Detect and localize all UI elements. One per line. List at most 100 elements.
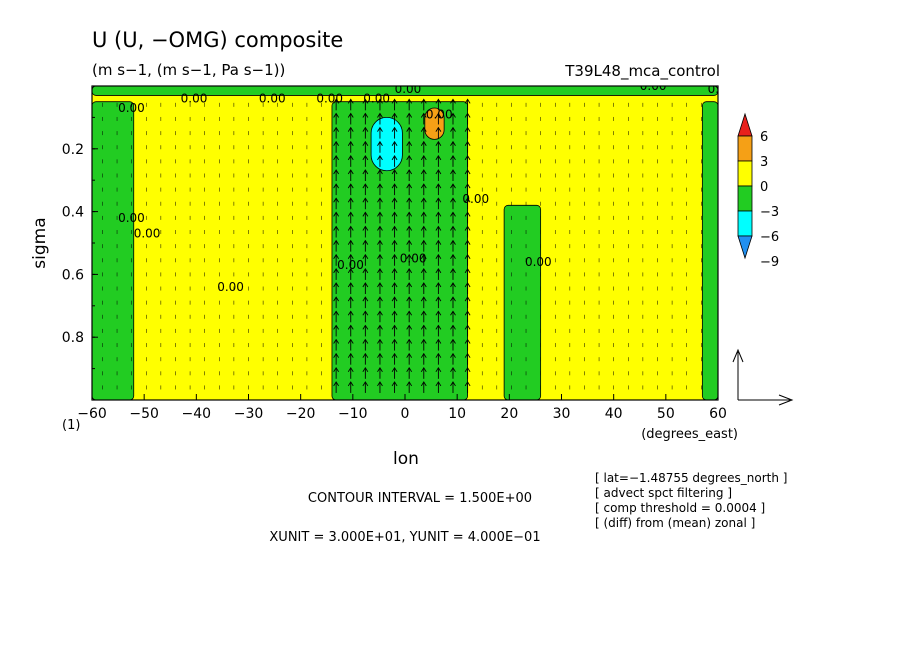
wind-vector-head [362, 324, 369, 330]
x-tick-label: 40 [605, 406, 623, 422]
wind-vector-head [391, 324, 398, 330]
wind-vector-head [406, 169, 413, 175]
wind-vector-head [464, 253, 471, 260]
vector-unit-text: XUNIT = 3.000E+01, YUNIT = 4.000E−01 [269, 530, 540, 545]
wind-vector-head [362, 366, 369, 373]
wind-vector-head [450, 268, 456, 274]
contour-label: 0.00 [134, 227, 161, 241]
wind-vector-head [391, 183, 398, 189]
x-tick-label: −50 [129, 406, 159, 422]
wind-vector-head [435, 310, 442, 316]
wind-vector-head [377, 169, 383, 175]
wind-vector-head [420, 239, 427, 245]
wind-vector-head [347, 352, 354, 358]
wind-vector-head [347, 140, 354, 146]
wind-vector-head [347, 126, 354, 132]
wind-vector-head [435, 296, 442, 302]
contour-labels: 0.00 0.00 0.00 0.00 0.00 0.00 0.00 0.00 0.00 0.00… [118, 79, 735, 294]
contour-label: 0.00 [525, 255, 552, 269]
contour-label: 0.00 [708, 82, 735, 96]
wind-vector-head [464, 310, 471, 316]
x-axis-units: (degrees_east) [641, 427, 738, 442]
wind-vector-head [362, 338, 369, 344]
wind-vector-head [333, 155, 340, 161]
wind-vector-head [464, 169, 471, 175]
wind-vector-head [450, 282, 456, 288]
wind-vector-head [347, 296, 354, 302]
wind-vector-head [347, 268, 354, 274]
wind-vector-head [464, 338, 471, 344]
wind-vector-head [362, 197, 369, 203]
wind-vector-head [420, 211, 427, 217]
wind-vector-head [450, 98, 456, 104]
wind-vector-head [435, 352, 442, 358]
region-negative-far-east-column [701, 101, 718, 400]
wind-vector-head [420, 253, 427, 260]
wind-vector-head [464, 225, 471, 231]
contour-label: 0.00 [118, 101, 145, 115]
wind-vector-head [377, 366, 383, 373]
wind-vector-head [347, 366, 354, 373]
wind-vector-head [464, 239, 471, 245]
wind-vector-head [464, 381, 471, 387]
wind-vector-head [347, 239, 354, 245]
wind-vector-head [391, 352, 398, 358]
wind-vector-head [347, 324, 354, 330]
x-axis: −60 −50 −40 −30 −20 −10 0 10 20 30 40 50 60 [77, 394, 727, 422]
wind-vector-head [362, 239, 369, 245]
wind-vector-head [333, 310, 340, 316]
contour-label: 0.00 [395, 82, 422, 96]
wind-vector-head [406, 366, 413, 373]
wind-vector-head [450, 225, 456, 231]
wind-vector-head [406, 381, 413, 387]
chart-subtitle: (m s−1, (m s−1, Pa s−1)) [92, 61, 285, 79]
wind-vector-head [391, 282, 398, 288]
wind-vector-head [406, 253, 413, 260]
wind-vector-head [391, 197, 398, 203]
wind-vector-head [333, 282, 340, 288]
wind-vector-head [333, 239, 340, 245]
wind-vector-head [450, 169, 456, 175]
panel-marker: (1) [62, 418, 80, 433]
contour-label: 0.00 [640, 79, 667, 93]
info-line: [ (diff) from (mean) zonal ] [595, 516, 755, 530]
color-legend: 6 3 0 −3 −6 −9 [737, 112, 779, 270]
wind-vector-head [420, 183, 427, 189]
wind-vector-head [435, 183, 442, 189]
wind-vector-head [377, 381, 383, 387]
plot-area: 0.00 0.00 0.00 0.00 0.00 0.00 0.00 0.00 0.00 0.00… [92, 79, 735, 400]
wind-vector-head [362, 352, 369, 358]
x-tick-label: 60 [709, 406, 727, 422]
wind-vector-head [377, 239, 383, 245]
colorbar-label: 6 [760, 130, 768, 145]
wind-vector-head [406, 324, 413, 330]
wind-vector-head [406, 183, 413, 189]
info-line: [ comp threshold = 0.0004 ] [595, 501, 765, 515]
wind-vector-head [420, 381, 427, 387]
x-tick-label: −60 [77, 406, 107, 422]
wind-vector-head [450, 155, 456, 161]
wind-vector-head [377, 268, 383, 274]
wind-vector-head [406, 140, 413, 146]
wind-vector-head [464, 126, 471, 132]
wind-vector-head [333, 324, 340, 330]
wind-vector-head [362, 296, 369, 302]
wind-vector-head [377, 197, 383, 203]
wind-vector-head [362, 183, 369, 189]
y-tick-label: 0.6 [62, 267, 84, 283]
wind-vector-head [406, 112, 413, 118]
wind-vector-head [406, 197, 413, 203]
contour-label: 0.00 [217, 280, 244, 294]
colorbar-label: 0 [760, 180, 768, 195]
wind-vector-head [406, 296, 413, 302]
wind-vector-head [362, 225, 369, 231]
region-negative-east-column [503, 204, 542, 400]
wind-vector-head [347, 183, 354, 189]
wind-vector-head [347, 169, 354, 175]
wind-vector-head [347, 211, 354, 217]
wind-vector-head [391, 211, 398, 217]
contour-label: 0.00 [400, 252, 427, 266]
wind-vector-head [391, 140, 398, 146]
wind-vector-head [420, 126, 427, 132]
info-lines: [ lat=−1.48755 degrees_north ][ advect s… [595, 471, 787, 530]
